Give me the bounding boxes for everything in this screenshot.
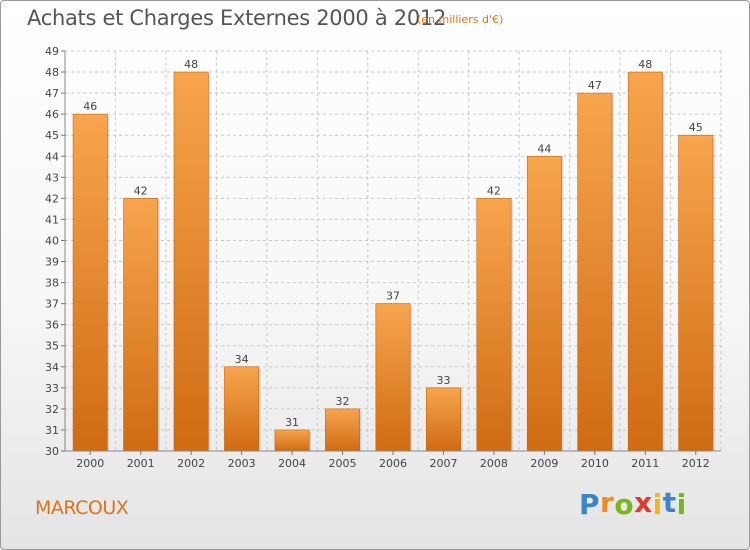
- y-tick-label: 42: [45, 192, 59, 205]
- bar-value-label: 48: [638, 58, 652, 71]
- bar-value-label: 45: [689, 121, 703, 134]
- x-tick-label: 2008: [480, 457, 508, 470]
- logo-letter: o: [614, 488, 635, 521]
- bar-value-label: 31: [285, 416, 299, 429]
- logo-letter: r: [600, 486, 615, 519]
- bar-value-label: 46: [83, 100, 97, 113]
- bar: [526, 155, 562, 452]
- bar-value-label: 42: [134, 184, 148, 197]
- y-tick-label: 48: [45, 66, 59, 79]
- y-tick-label: 34: [45, 361, 59, 374]
- bar-value-label: 44: [537, 142, 551, 155]
- bar: [325, 408, 360, 452]
- y-tick-label: 39: [45, 256, 59, 269]
- bar: [72, 113, 108, 452]
- x-tick-label: 2012: [682, 457, 710, 470]
- bar-value-label: 32: [336, 395, 350, 408]
- bar: [375, 303, 411, 452]
- y-tick-label: 36: [45, 319, 59, 332]
- x-tick-label: 2010: [581, 457, 609, 470]
- logo-letter: t: [662, 486, 677, 519]
- y-tick-label: 41: [45, 213, 59, 226]
- y-tick-label: 37: [45, 298, 59, 311]
- bar-value-label: 48: [184, 58, 198, 71]
- bar: [627, 71, 663, 452]
- logo-letter: i: [676, 488, 687, 521]
- x-tick-label: 2003: [228, 457, 256, 470]
- x-tick-label: 2006: [379, 457, 407, 470]
- bar: [274, 429, 310, 452]
- bar: [224, 366, 260, 452]
- logo-letter: P: [579, 488, 601, 521]
- bars-group: 46 42 48 34 31 32 37 33 42 44 47 48 45: [72, 58, 715, 452]
- chart-subtitle: (en milliers d'€): [417, 13, 504, 26]
- y-tick-label: 31: [45, 424, 59, 437]
- x-tick-label: 2000: [76, 457, 104, 470]
- y-tick-label: 45: [45, 129, 59, 142]
- logo-letter: i: [652, 488, 663, 521]
- chart-title: Achats et Charges Externes 2000 à 2012: [27, 6, 447, 30]
- y-tick-label: 35: [45, 340, 59, 353]
- bar-value-label: 34: [235, 353, 249, 366]
- x-tick-label: 2009: [530, 457, 558, 470]
- bar-value-label: 42: [487, 184, 501, 197]
- bar: [173, 71, 209, 452]
- bar-value-label: 33: [436, 374, 450, 387]
- y-tick-label: 30: [45, 445, 59, 458]
- x-tick-label: 2002: [177, 457, 205, 470]
- bar: [577, 92, 613, 452]
- x-tick-label: 2001: [127, 457, 155, 470]
- y-tick-label: 47: [45, 87, 59, 100]
- y-tick-label: 32: [45, 403, 59, 416]
- y-tick-label: 49: [45, 45, 59, 58]
- y-tick-label: 33: [45, 382, 59, 395]
- x-tick-label: 2011: [631, 457, 659, 470]
- y-tick-label: 46: [45, 108, 59, 121]
- bar-value-label: 47: [588, 79, 602, 92]
- x-tick-label: 2004: [278, 457, 306, 470]
- y-tick-label: 43: [45, 171, 59, 184]
- proxiti-logo: Proxiti: [579, 486, 687, 521]
- y-axis: 30 31 32 33 34 35 36 37 38 39 40 41 42 43 44 45 46 47 48 49: [45, 45, 66, 458]
- x-axis: 2000 2001 2002 2003 2004 2005 2006 2007 2008 2009…: [65, 450, 721, 470]
- bar: [678, 134, 714, 452]
- y-tick-label: 40: [45, 234, 59, 247]
- bar: [123, 198, 159, 452]
- x-tick-label: 2005: [329, 457, 357, 470]
- x-tick-label: 2007: [429, 457, 457, 470]
- bar: [476, 198, 512, 452]
- y-tick-label: 38: [45, 277, 59, 290]
- logo-letter: x: [634, 486, 653, 519]
- bar: [426, 387, 461, 452]
- commune-name: MARCOUX: [35, 497, 129, 519]
- bar-value-label: 37: [386, 290, 400, 303]
- y-tick-label: 44: [45, 150, 59, 163]
